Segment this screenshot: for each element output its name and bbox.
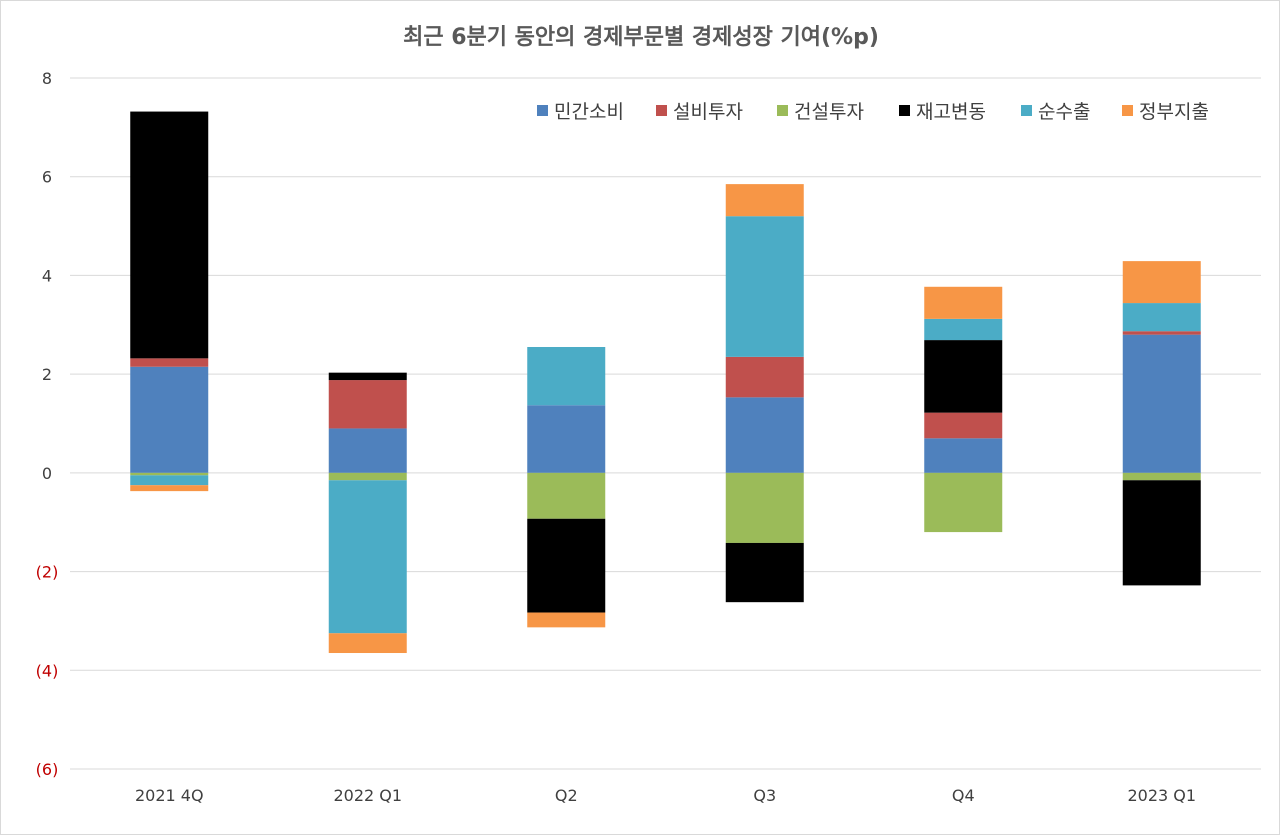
bar-segment bbox=[725, 356, 804, 398]
x-tick-label: 2023 Q1 bbox=[1127, 786, 1196, 805]
x-tick-label: 2022 Q1 bbox=[333, 786, 402, 805]
bar-segment bbox=[130, 475, 209, 486]
bar-segment bbox=[328, 480, 407, 634]
y-tick-label: (6) bbox=[36, 760, 59, 779]
y-tick-label: 4 bbox=[42, 266, 52, 285]
legend-swatch bbox=[899, 105, 910, 116]
bar-segment bbox=[725, 184, 804, 217]
x-tick-label: Q3 bbox=[753, 786, 776, 805]
x-tick-label: 2021 4Q bbox=[135, 786, 204, 805]
bar-segment bbox=[924, 438, 1003, 473]
bar-segment bbox=[1122, 334, 1201, 473]
bar-segment bbox=[328, 372, 407, 381]
bar-segment bbox=[725, 216, 804, 357]
bar-segment bbox=[130, 366, 209, 473]
bar-segment bbox=[328, 472, 407, 481]
bar-segment bbox=[1122, 303, 1201, 332]
y-tick-label: 8 bbox=[42, 69, 52, 88]
bar-segment bbox=[924, 318, 1003, 341]
legend-swatch bbox=[537, 105, 548, 116]
legend-label: 민간소비 bbox=[554, 101, 624, 123]
y-tick-label: (2) bbox=[36, 563, 59, 582]
legend-label: 정부지출 bbox=[1139, 101, 1209, 123]
bar-segment bbox=[130, 485, 209, 492]
y-tick-label: 0 bbox=[42, 464, 52, 483]
bar-segment bbox=[1122, 472, 1201, 481]
bar-segment bbox=[725, 397, 804, 473]
bar-segment bbox=[328, 428, 407, 473]
bar-segment bbox=[1122, 480, 1201, 586]
bar-segment bbox=[130, 358, 209, 367]
bar-segment bbox=[527, 472, 606, 519]
legend-label: 설비투자 bbox=[673, 101, 743, 123]
bar-segment bbox=[924, 286, 1003, 319]
y-tick-label: 6 bbox=[42, 168, 52, 187]
bar-segment bbox=[527, 405, 606, 473]
bar-segment bbox=[527, 518, 606, 613]
chart-title: 최근 6분기 동안의 경제부문별 경제성장 기여(%p) bbox=[403, 25, 879, 50]
x-tick-label: Q2 bbox=[555, 786, 578, 805]
legend-label: 재고변동 bbox=[916, 101, 986, 123]
legend-label: 순수출 bbox=[1038, 101, 1090, 123]
bar-segment bbox=[328, 633, 407, 654]
legend-label: 건설투자 bbox=[794, 101, 864, 123]
bar-segment bbox=[527, 612, 606, 628]
bar-segment bbox=[924, 472, 1003, 533]
bar-segment bbox=[924, 412, 1003, 439]
legend-swatch bbox=[1122, 105, 1133, 116]
y-tick-label: 2 bbox=[42, 365, 52, 384]
x-tick-label: Q4 bbox=[952, 786, 975, 805]
bar-segment bbox=[130, 111, 209, 359]
bar-segment bbox=[725, 542, 804, 603]
bar-segment bbox=[1122, 261, 1201, 304]
bar-segment bbox=[527, 346, 606, 406]
legend-swatch bbox=[1021, 105, 1032, 116]
bar-segment bbox=[725, 472, 804, 543]
bar-segment bbox=[924, 340, 1003, 413]
y-tick-label: (4) bbox=[36, 661, 59, 680]
legend-swatch bbox=[777, 105, 788, 116]
bar-segment bbox=[328, 380, 407, 429]
bar-segment bbox=[1122, 331, 1201, 335]
bar-segment bbox=[130, 472, 209, 476]
legend-swatch bbox=[656, 105, 667, 116]
